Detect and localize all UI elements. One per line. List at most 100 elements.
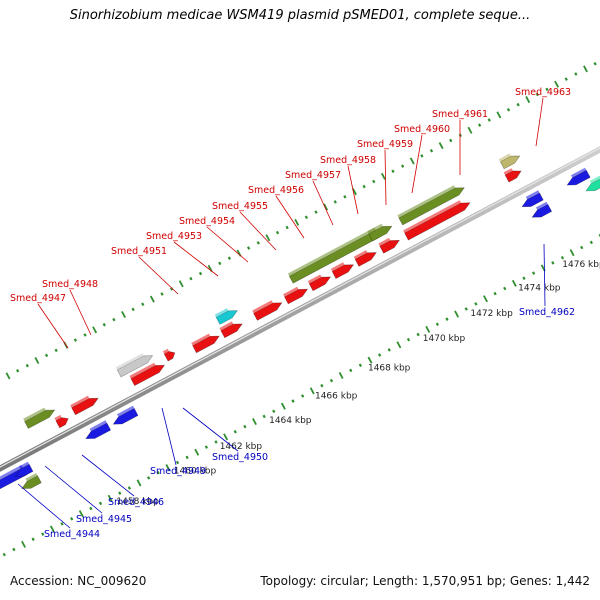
gene-feature[interactable] (85, 422, 112, 440)
gene-feature[interactable] (499, 155, 521, 170)
lower-tick (233, 430, 237, 434)
lower-tick (272, 409, 276, 414)
gene-label-top[interactable]: Smed_4960 (394, 124, 450, 135)
lower-tick (147, 476, 151, 480)
gene-feature-bevel (535, 201, 548, 210)
gene-feature[interactable] (130, 364, 166, 387)
gene-feature-bevel (70, 395, 90, 408)
leader-line (535, 97, 544, 147)
lower-tick (31, 537, 35, 541)
upper-tick (285, 225, 289, 230)
leader-line (69, 289, 92, 336)
lower-tick (60, 522, 64, 526)
gene-feature[interactable] (220, 323, 243, 339)
scale-labels-layer: 1458 kbp 1460 kbp 1462 kbp 1464 kbp 1466 kbp… (116, 260, 600, 507)
gene-feature[interactable] (215, 310, 238, 325)
leader-line (17, 483, 71, 529)
lower-tick (387, 348, 391, 352)
lower-tick (136, 479, 142, 487)
gene-label-bottom[interactable]: Smed_4950 (212, 452, 268, 463)
lower-tick (367, 356, 373, 364)
gene-label-top[interactable]: Smed_4956 (248, 185, 304, 196)
gene-feature-bevel (89, 420, 107, 432)
gene-feature[interactable] (21, 475, 42, 489)
gene-label-top[interactable]: Smed_4958 (320, 155, 376, 166)
lower-tick (78, 510, 84, 518)
gene-label-top[interactable]: Smed_4951 (111, 246, 167, 257)
upper-tick (265, 234, 271, 242)
gene-label-top[interactable]: Smed_4963 (515, 87, 571, 98)
gene-label-bottom[interactable]: Smed_4949 (150, 466, 206, 477)
upper-tick (564, 77, 568, 81)
gene-feature[interactable] (566, 169, 591, 186)
upper-tick (372, 179, 376, 184)
leader-line (384, 149, 387, 206)
gene-feature[interactable] (192, 335, 220, 354)
lower-tick (435, 322, 439, 327)
gene-feature[interactable] (112, 407, 139, 425)
gene-label-top[interactable]: Smed_4953 (146, 231, 202, 242)
gene-feature-bevel (503, 168, 513, 175)
upper-tick (420, 154, 424, 158)
gene-label-top[interactable]: Smed_4959 (357, 139, 413, 150)
scale-label: 1474 kbp (518, 284, 561, 294)
gene-feature[interactable] (24, 409, 56, 429)
upper-tick (34, 357, 40, 365)
upper-tick (449, 138, 453, 143)
gene-feature[interactable] (116, 355, 154, 378)
gene-feature[interactable] (71, 397, 99, 416)
lower-tick (49, 525, 55, 533)
upper-tick (400, 164, 405, 168)
lower-tick (454, 310, 460, 318)
gene-label-bottom[interactable]: Smed_4944 (44, 529, 100, 540)
gene-feature[interactable] (379, 239, 400, 254)
gene-label-bottom[interactable]: Smed_4945 (76, 514, 132, 525)
upper-tick (83, 333, 87, 337)
upper-tick (198, 271, 203, 276)
lower-tick (464, 307, 468, 311)
lower-tick (70, 517, 74, 521)
scale-label: 1470 kbp (423, 334, 466, 344)
lower-tick (185, 455, 189, 460)
lower-tick (338, 371, 344, 379)
upper-tick (294, 218, 300, 226)
upper-tick (593, 61, 597, 66)
gene-label-top[interactable]: Smed_4955 (212, 201, 268, 212)
gene-feature[interactable] (404, 202, 471, 241)
gene-feature[interactable] (354, 252, 377, 267)
gene-feature[interactable] (504, 170, 522, 183)
leader-line (37, 303, 69, 349)
gene-feature-bevel (0, 464, 23, 480)
gene-label-top[interactable]: Smed_4954 (179, 216, 235, 227)
upper-tick (409, 157, 415, 165)
upper-tick (506, 108, 511, 112)
gene-feature-bevel (287, 227, 376, 277)
leader-line (347, 165, 359, 215)
gene-feature[interactable] (331, 264, 355, 280)
lower-tick (291, 399, 295, 403)
lower-tick (396, 341, 402, 349)
gene-feature-bevel (570, 167, 587, 178)
page-title: Sinorhizobium medicae WSM419 plasmid pSM… (69, 8, 531, 23)
gene-label-bottom[interactable]: Smed_4962 (519, 307, 575, 318)
lower-tick (493, 291, 497, 296)
lower-tick (2, 552, 6, 557)
gene-feature[interactable] (398, 187, 465, 226)
gene-label-bottom[interactable]: Smed_4946 (108, 497, 164, 508)
scale-label: 1458 kbp (116, 497, 159, 507)
gene-feature[interactable] (14, 463, 34, 477)
gene-label-top[interactable]: Smed_4947 (10, 293, 66, 304)
gene-feature[interactable] (284, 288, 309, 305)
gene-label-top[interactable]: Smed_4961 (432, 109, 488, 120)
lower-tick (551, 261, 555, 265)
gene-feature-bevel (19, 461, 30, 469)
gene-label-top[interactable]: Smed_4957 (285, 170, 341, 181)
lower-tick (589, 240, 593, 245)
gene-feature[interactable] (253, 302, 283, 321)
leader-line (239, 211, 277, 251)
gene-label-top[interactable]: Smed_4948 (42, 279, 98, 290)
leader-line (206, 226, 249, 263)
gene-feature-bevel (191, 333, 211, 346)
upper-tick (112, 317, 116, 322)
